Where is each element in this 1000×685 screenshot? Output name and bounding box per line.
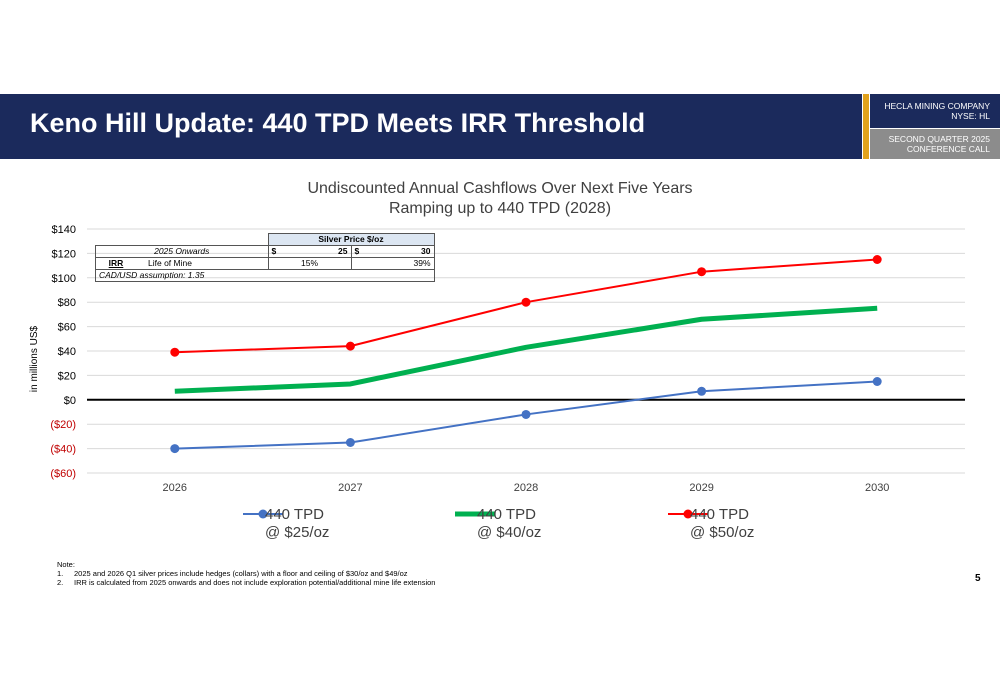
data-point xyxy=(872,377,882,386)
irr-25: 15% xyxy=(267,257,352,270)
cashflow-chart: Undiscounted Annual Cashflows Over Next … xyxy=(29,180,965,541)
irr-30: 39% xyxy=(350,257,435,270)
x-tick-labels: 2026 2027 2028 2029 2030 xyxy=(163,482,890,494)
series-lines xyxy=(170,255,882,454)
note-1: 1. 2025 and 2026 Q1 silver prices include… xyxy=(57,569,435,578)
note-1-number: 1. xyxy=(57,569,64,578)
y-tick-label: ($40) xyxy=(50,444,76,456)
price-30: 30 xyxy=(371,245,435,258)
series-line xyxy=(174,305,878,394)
x-tick-label: 2030 xyxy=(865,482,889,494)
x-tick-label: 2026 xyxy=(163,482,187,494)
y-tick-label: $140 xyxy=(52,224,76,236)
data-point xyxy=(345,438,355,447)
data-point xyxy=(697,267,707,277)
assumption: CAD/USD assumption: 1.35 xyxy=(95,269,435,282)
data-point xyxy=(872,255,882,264)
legend-marker xyxy=(683,509,693,519)
legend-sublabel: @ $25/oz xyxy=(265,524,329,541)
note-1-text: 2025 and 2026 Q1 silver prices include h… xyxy=(74,569,408,578)
data-point xyxy=(521,297,531,307)
page-number: 5 xyxy=(975,573,981,584)
y-tick-labels: $140 $120 $100 $80 $60 $40 $20 $0 ($20) ($40) ($60… xyxy=(50,224,76,480)
call-line1: SECOND QUARTER 2025 xyxy=(888,134,990,144)
y-tick-label: $20 xyxy=(58,370,76,382)
y-tick-label: $80 xyxy=(58,297,76,309)
data-point xyxy=(170,347,180,357)
table-row-label: 2025 Onwards xyxy=(95,245,269,258)
chart-subtitle: Ramping up to 440 TPD (2028) xyxy=(389,200,611,217)
y-tick-label: ($60) xyxy=(50,468,76,480)
x-tick-label: 2027 xyxy=(338,482,362,494)
life-of-mine-label: Life of Mine xyxy=(148,258,192,268)
y-tick-label: $0 xyxy=(64,395,76,407)
company-name: HECLA MINING COMPANY xyxy=(884,101,990,111)
note-2-text: IRR is calculated from 2025 onwards and … xyxy=(74,578,436,587)
title-bar: Keno Hill Update: 440 TPD Meets IRR Thre… xyxy=(0,94,862,159)
x-tick-label: 2028 xyxy=(514,482,538,494)
company-box: HECLA MINING COMPANY NYSE: HL xyxy=(870,94,1000,128)
legend-label: 440 TPD xyxy=(477,506,536,523)
irr-row-label: IRR Life of Mine xyxy=(95,257,269,270)
call-line2: CONFERENCE CALL xyxy=(906,144,990,154)
chart-title: Undiscounted Annual Cashflows Over Next … xyxy=(307,180,692,197)
price-25-currency: $ xyxy=(267,245,289,258)
data-point xyxy=(345,341,355,351)
price-25: 25 xyxy=(288,245,352,258)
data-point xyxy=(697,386,707,396)
y-tick-label: $120 xyxy=(52,248,76,260)
legend-marker xyxy=(258,509,268,519)
data-point xyxy=(521,409,531,419)
y-tick-label: $60 xyxy=(58,322,76,334)
y-axis-label: in millions US$ xyxy=(29,325,40,392)
y-tick-label: $100 xyxy=(52,273,76,285)
y-tick-label: ($20) xyxy=(50,419,76,431)
notes-heading: Note: xyxy=(57,560,75,569)
legend-sublabel: @ $40/oz xyxy=(477,524,541,541)
legend-label: 440 TPD xyxy=(690,506,749,523)
y-tick-label: $40 xyxy=(58,346,76,358)
note-2-number: 2. xyxy=(57,578,64,587)
accent-strip xyxy=(863,94,869,159)
irr-label: IRR xyxy=(108,258,124,268)
table-header: Silver Price $/oz xyxy=(267,233,435,246)
price-30-currency: $ xyxy=(350,245,372,258)
legend-sublabel: @ $50/oz xyxy=(690,524,754,541)
call-box: SECOND QUARTER 2025 CONFERENCE CALL xyxy=(870,129,1000,159)
legend-label: 440 TPD xyxy=(265,506,324,523)
irr-table: Silver Price $/oz 2025 Onwards $ 25 $ 30… xyxy=(95,233,435,282)
ticker: NYSE: HL xyxy=(951,111,990,121)
data-point xyxy=(170,444,180,454)
slide-title: Keno Hill Update: 440 TPD Meets IRR Thre… xyxy=(30,108,646,138)
x-tick-label: 2029 xyxy=(689,482,713,494)
notes: Note: 1. 2025 and 2026 Q1 silver prices i… xyxy=(57,560,435,587)
note-2: 2. IRR is calculated from 2025 onwards an… xyxy=(57,578,435,587)
